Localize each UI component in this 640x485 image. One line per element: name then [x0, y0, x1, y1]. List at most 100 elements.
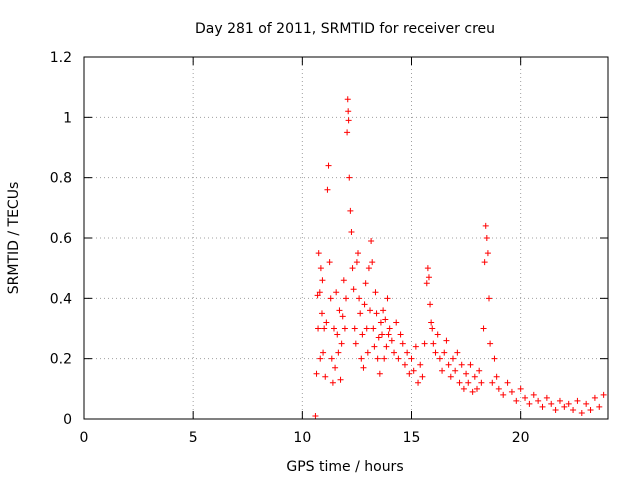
data-point	[478, 379, 485, 386]
data-point	[385, 331, 392, 338]
data-point	[399, 340, 406, 347]
data-point	[493, 373, 500, 380]
y-tick-label: 1.2	[50, 50, 72, 66]
data-point	[364, 349, 371, 356]
data-point	[352, 340, 359, 347]
data-point	[548, 400, 555, 407]
data-point	[484, 250, 491, 257]
data-point	[343, 295, 349, 302]
data-point	[345, 117, 352, 124]
data-point	[397, 331, 404, 338]
data-point	[326, 259, 333, 266]
data-point	[425, 274, 432, 281]
data-point	[578, 409, 585, 416]
data-point	[334, 331, 341, 338]
data-point	[467, 361, 474, 368]
x-tick-label: 10	[293, 430, 311, 446]
data-point	[320, 349, 327, 356]
data-point	[340, 277, 347, 284]
data-point	[347, 207, 354, 214]
data-point	[406, 370, 413, 377]
data-point	[324, 186, 331, 193]
data-point	[368, 238, 375, 245]
y-tick-label: 0.2	[50, 352, 72, 368]
data-point	[357, 310, 364, 317]
data-point	[379, 331, 386, 338]
data-point	[384, 295, 391, 302]
data-point	[565, 400, 572, 407]
data-point	[471, 373, 478, 380]
data-point	[430, 340, 437, 347]
data-points	[312, 96, 607, 419]
data-point	[362, 280, 369, 287]
y-tick-label: 0	[63, 412, 72, 428]
data-point	[535, 397, 542, 404]
x-tick-label: 15	[403, 430, 421, 446]
y-tick-label: 1	[63, 110, 72, 126]
data-point	[432, 349, 439, 356]
data-point	[480, 325, 487, 332]
data-point	[474, 385, 480, 392]
y-tick-label: 0.8	[50, 171, 72, 187]
data-point	[356, 295, 363, 302]
data-point	[434, 331, 441, 338]
data-point	[449, 355, 456, 362]
data-point	[454, 349, 461, 356]
data-point	[483, 235, 490, 241]
data-point	[583, 400, 590, 407]
x-tick-label: 0	[80, 430, 89, 446]
data-point	[318, 310, 325, 317]
data-point	[419, 373, 426, 380]
data-point	[423, 280, 430, 287]
data-point	[408, 355, 415, 362]
data-point	[317, 265, 324, 272]
data-point	[401, 361, 408, 368]
data-point	[391, 349, 398, 356]
grid	[84, 57, 608, 419]
data-point	[404, 349, 411, 356]
data-point	[487, 340, 494, 347]
data-point	[348, 228, 355, 235]
data-point	[328, 355, 335, 362]
data-point	[517, 385, 524, 392]
x-tick-label: 20	[512, 430, 530, 446]
data-point	[371, 343, 378, 350]
data-point	[359, 331, 366, 338]
data-point	[386, 325, 393, 332]
data-point	[381, 355, 388, 362]
data-point	[482, 222, 489, 229]
y-axis-label: SRMTID / TECUs	[6, 182, 22, 295]
data-point	[412, 343, 419, 350]
data-point	[452, 367, 459, 374]
data-point	[315, 250, 322, 257]
data-point	[574, 397, 581, 404]
data-point	[561, 403, 568, 410]
data-point	[339, 313, 346, 320]
data-point	[375, 334, 382, 341]
data-point	[355, 250, 362, 257]
data-point	[591, 394, 598, 401]
y-tick-label: 0.6	[50, 231, 72, 247]
data-point	[388, 337, 395, 344]
data-point	[332, 364, 339, 371]
data-point	[513, 397, 520, 404]
data-point	[361, 301, 368, 308]
data-point	[338, 340, 345, 347]
data-point	[353, 259, 360, 266]
data-point	[321, 325, 328, 332]
data-point	[495, 385, 502, 392]
data-point	[363, 325, 370, 332]
data-point	[351, 325, 358, 332]
data-point	[427, 301, 434, 308]
data-point	[316, 289, 323, 296]
data-point	[439, 367, 446, 374]
data-point	[445, 361, 452, 368]
data-point	[556, 397, 563, 404]
data-point	[486, 295, 493, 302]
data-point	[436, 355, 443, 362]
plot-frame	[83, 56, 609, 420]
data-point	[476, 367, 483, 374]
data-point	[443, 337, 450, 344]
data-point	[313, 370, 320, 377]
data-point	[458, 361, 465, 368]
